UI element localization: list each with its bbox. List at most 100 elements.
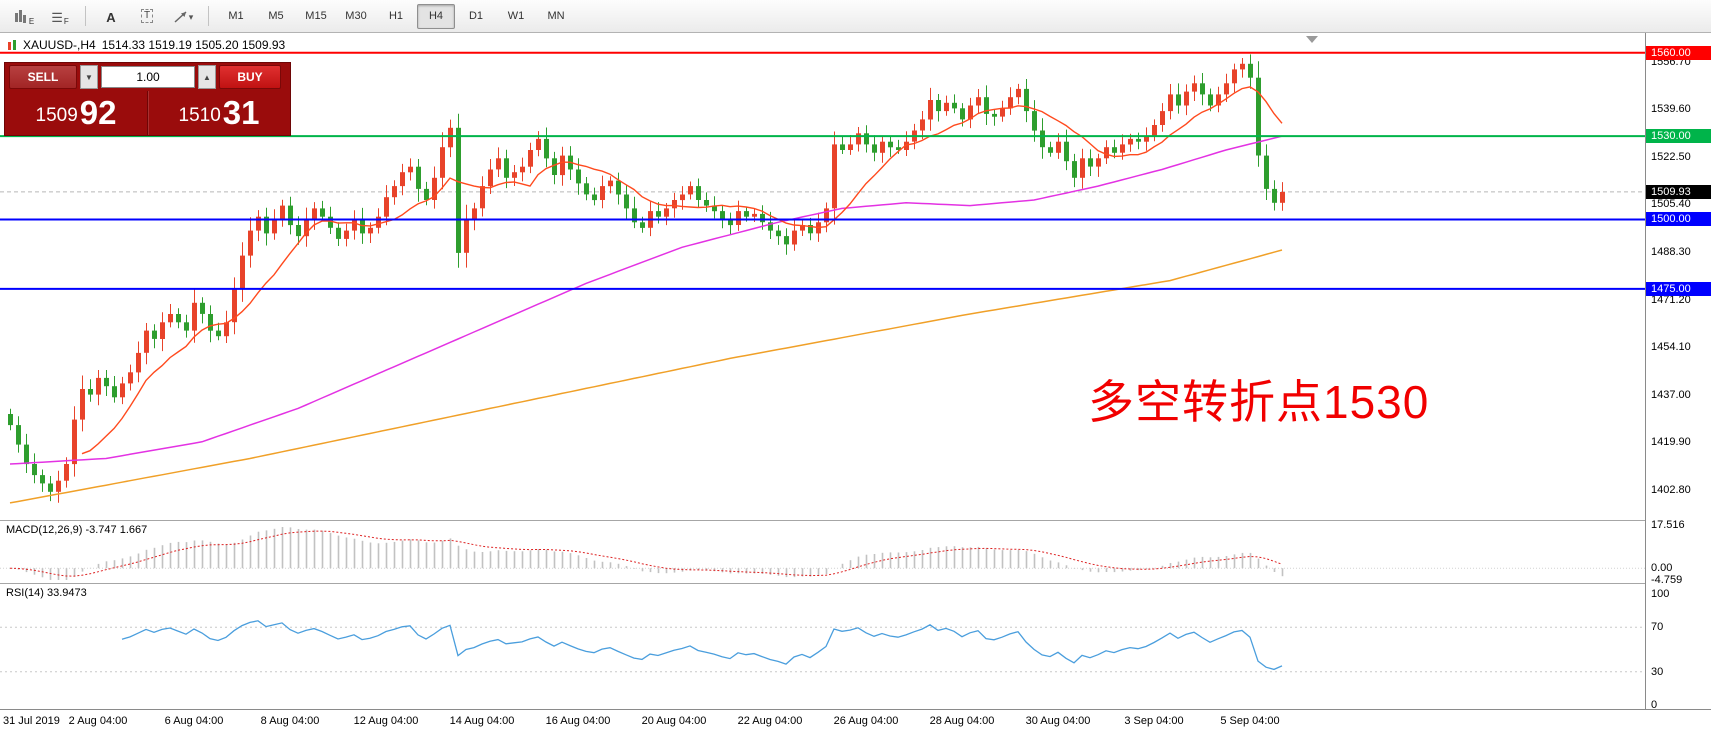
candle-body [80,389,85,420]
timeframe-button-mn[interactable]: MN [547,10,565,22]
sell-button[interactable]: SELL [9,65,77,89]
candle-body [8,414,13,426]
candle-body [96,377,101,395]
candle-body [1112,147,1117,153]
candle-body [160,322,165,339]
rsi-indicator-plot[interactable] [0,584,1645,709]
price-axis-tick: 1437.00 [1651,388,1691,401]
candle-body [48,483,53,492]
ma-mid-line [9,135,1283,465]
candle-body [136,352,141,373]
candle-body [552,158,557,175]
candle-body [704,200,709,206]
candle-body [968,105,973,120]
timeframe-button-h4[interactable]: H4 [417,3,455,29]
candle-body [1264,155,1269,189]
main-chart-plot[interactable] [0,33,1645,521]
candle-body [24,444,29,465]
candle-body [368,227,373,234]
candle-body [944,102,949,112]
time-axis-label: 26 Aug 04:00 [833,715,899,727]
volume-increase-button[interactable]: ▲ [198,65,216,89]
candle-body [720,211,725,220]
price-axis-tick: 1419.90 [1651,436,1691,449]
rsi-scale-label: 100 [1651,588,1670,600]
candle-body [1192,83,1197,92]
candle-body [776,230,781,237]
candle-body [104,377,109,387]
candle-body [1272,188,1277,203]
candle-body [520,166,525,173]
chart-list-icon[interactable]: ☰ F [43,5,77,28]
candle-body [600,186,605,200]
candle-body [40,475,45,484]
candle-body [1240,63,1245,70]
panel-separator[interactable] [0,520,1711,521]
text-tool-icon[interactable]: A [94,5,128,28]
candle-body [352,219,357,231]
text-label-tool-icon[interactable]: T [130,5,164,28]
candle-body [768,222,773,231]
candle-body [272,219,277,234]
macd-indicator-plot[interactable] [0,521,1645,584]
candle-body [800,225,805,231]
timeframe-button-m15[interactable]: M15 [305,10,327,22]
time-axis-label: 20 Aug 04:00 [641,715,707,727]
candle-body [592,194,597,201]
textbox-glyph-icon: T [140,8,154,23]
candle-body [224,322,229,337]
candle-body [256,216,261,231]
candle-body [120,383,125,398]
price-level-badge-1530.00: 1530.00 [1646,129,1711,144]
candle-body [1080,158,1085,178]
candle-body [808,225,813,234]
macd-scale-label: -4.759 [1651,574,1683,586]
timeframe-button-m30[interactable]: M30 [345,10,367,22]
candle-body [232,288,237,323]
candle-body [144,330,149,353]
candle-body [1096,158,1101,167]
candle-body [1088,158,1093,167]
panel-separator[interactable] [0,583,1711,584]
timeframe-button-m1[interactable]: M1 [228,10,244,22]
candle-body [888,141,893,148]
shapes-tool-icon[interactable]: ▾ [166,5,200,28]
ma-slow-line [9,249,1283,504]
bid-quote: 1509 92 [5,91,147,135]
candle-body [832,144,837,209]
candle-body [576,169,581,184]
candle-body [464,219,469,253]
buy-button[interactable]: BUY [219,65,281,89]
time-scale[interactable]: 31 Jul 2019 2 Aug 04:00 6 Aug 04:00 8 Aug 0… [0,709,1711,738]
candle-body [608,180,613,187]
candle-body [528,150,533,167]
candle-body [1056,141,1061,153]
timeframe-button-h1[interactable]: H1 [388,10,404,22]
candle-body [376,216,381,228]
bid-main-digits: 1509 [35,105,78,126]
time-axis-label: 16 Aug 04:00 [545,715,611,727]
candle-body [312,208,317,220]
volume-input[interactable] [101,66,195,88]
candle-body [792,230,797,245]
rsi-line [121,620,1283,671]
candle-body [960,108,965,120]
candle-body [1024,88,1029,112]
candle-body [152,330,157,339]
candle-body [1000,108,1005,117]
price-scale[interactable]: 1556.70 1539.60 1522.50 1505.40 1488.30 1471.… [1645,33,1711,711]
chart-type-icon[interactable]: E [7,5,41,28]
candle-body [1168,94,1173,112]
time-axis-label: 12 Aug 04:00 [353,715,419,727]
timeframe-button-m5[interactable]: M5 [268,10,284,22]
timeframe-button-d1[interactable]: D1 [468,10,484,22]
candle-body [1224,83,1229,95]
candle-body [1016,88,1021,98]
price-level-badge-1475.00: 1475.00 [1646,281,1711,296]
volume-decrease-button[interactable]: ▼ [80,65,98,89]
candle-body [640,222,645,228]
timeframe-button-w1[interactable]: W1 [507,10,525,22]
candle-body [424,188,429,200]
time-axis-label: 6 Aug 04:00 [164,715,224,727]
candle-body [1160,111,1165,125]
